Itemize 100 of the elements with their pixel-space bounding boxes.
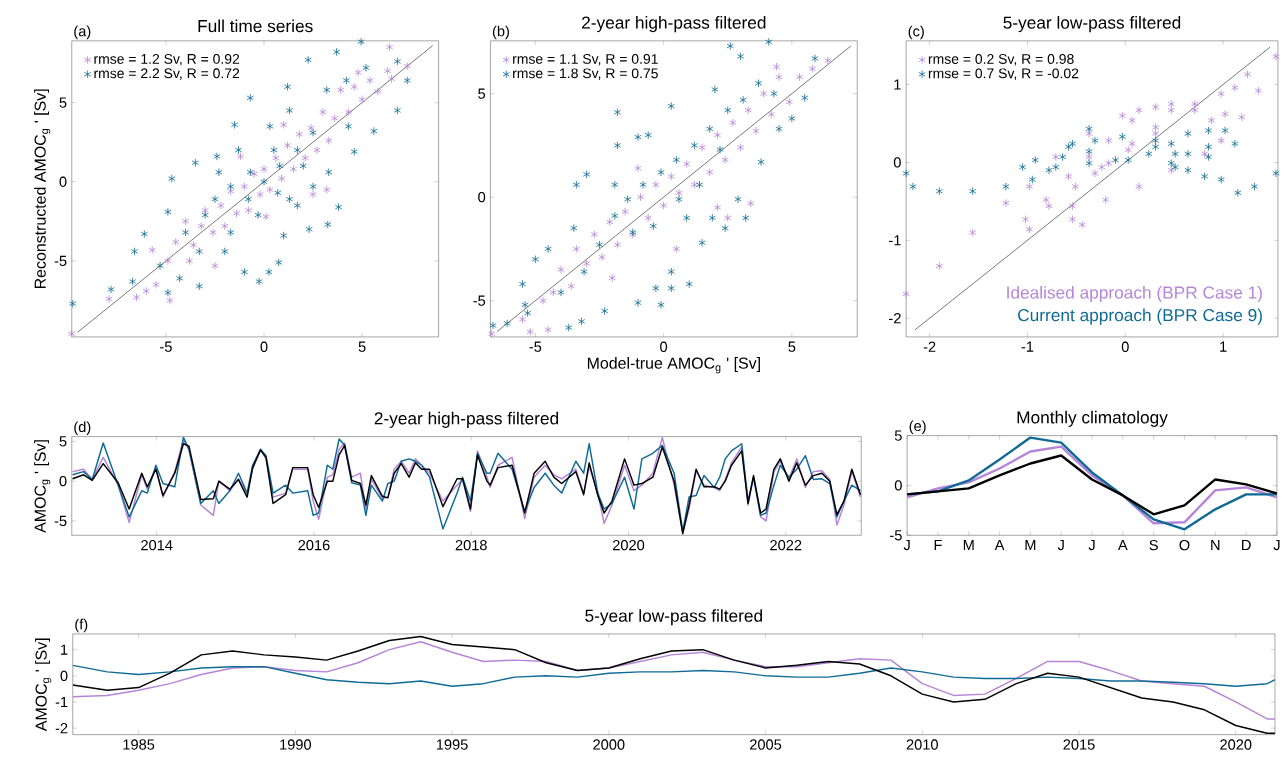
point <box>1200 172 1209 181</box>
point <box>374 87 382 96</box>
point <box>572 180 580 190</box>
x-tick-label: 2014 <box>141 540 173 551</box>
point <box>747 199 755 208</box>
y-tick-label: 5 <box>59 436 67 447</box>
point <box>902 169 910 178</box>
point <box>142 287 150 296</box>
point <box>1091 169 1099 178</box>
point <box>1064 142 1073 152</box>
point <box>1068 139 1077 149</box>
point <box>1124 146 1132 155</box>
point <box>757 158 765 167</box>
point <box>164 257 172 266</box>
x-tick-label: 2022 <box>770 540 802 551</box>
point <box>600 307 609 316</box>
point <box>1105 136 1113 145</box>
point <box>1025 225 1034 234</box>
point <box>729 118 737 127</box>
point <box>567 282 575 291</box>
point <box>608 274 616 283</box>
x-tick-label: 2020 <box>612 540 645 551</box>
legend-label: rmse = 0.2 Sv, R = 0.98 <box>928 54 1074 66</box>
point <box>319 108 327 117</box>
point <box>1068 215 1077 224</box>
point <box>1085 124 1093 134</box>
point <box>1151 136 1160 145</box>
point <box>672 245 681 254</box>
point <box>726 42 734 51</box>
point <box>1272 169 1280 178</box>
point <box>649 222 657 231</box>
line-series <box>72 664 1275 688</box>
point <box>331 114 339 123</box>
point <box>1021 215 1030 224</box>
point <box>1052 153 1060 162</box>
point <box>736 143 745 152</box>
y-tick-label: 5 <box>894 430 902 441</box>
point <box>785 98 793 107</box>
point <box>166 296 174 305</box>
x-tick-label: 2000 <box>593 739 625 750</box>
y-tick-label: 0 <box>893 157 901 168</box>
point <box>1071 182 1080 191</box>
y-tick-label: -5 <box>54 256 67 267</box>
point <box>1002 199 1010 208</box>
point <box>262 212 270 221</box>
point <box>690 180 698 190</box>
point <box>1231 83 1239 92</box>
point <box>909 182 917 191</box>
text: (a) <box>74 25 91 40</box>
point <box>1085 159 1093 168</box>
x-axis-title: Model-true AMOC$_{g}$ ' [Sv] <box>587 357 760 374</box>
point <box>1128 139 1136 149</box>
point <box>644 131 652 140</box>
point <box>549 288 557 297</box>
point <box>1002 182 1010 191</box>
point <box>667 284 675 293</box>
point <box>744 106 752 115</box>
point <box>695 180 704 190</box>
point <box>652 284 660 293</box>
point <box>1184 166 1192 175</box>
point <box>1078 220 1086 230</box>
point <box>754 79 763 88</box>
point <box>634 298 642 308</box>
x-tick-label: 2018 <box>455 540 487 551</box>
x-tick-label: N <box>1211 540 1220 551</box>
point <box>752 127 760 136</box>
point <box>1204 153 1213 162</box>
point <box>1191 106 1199 115</box>
point <box>172 238 180 247</box>
point <box>232 209 241 218</box>
point <box>323 185 331 195</box>
x-tick-label: D <box>1242 540 1251 551</box>
point <box>1098 163 1106 172</box>
legend-label: rmse = 1.2 Sv, R = 0.92 <box>94 54 240 66</box>
point <box>683 213 691 223</box>
point <box>1118 132 1126 142</box>
point <box>244 206 252 215</box>
text: (f) <box>75 618 88 633</box>
point <box>765 37 773 47</box>
point <box>935 262 944 271</box>
point <box>309 190 317 199</box>
point <box>611 211 619 221</box>
point <box>583 259 591 268</box>
point <box>1059 153 1067 162</box>
point <box>488 329 496 339</box>
point <box>280 120 288 130</box>
point <box>1145 149 1153 159</box>
point <box>289 165 298 174</box>
point <box>1221 110 1229 119</box>
point <box>1171 149 1179 159</box>
line-series <box>907 454 1277 516</box>
point <box>1128 116 1136 125</box>
point <box>1167 166 1175 175</box>
y-tick-label: 0 <box>59 476 67 487</box>
point <box>713 131 722 140</box>
x-tick-label: 5 <box>358 341 366 353</box>
point <box>236 152 245 161</box>
point <box>1085 129 1093 138</box>
y-tick-label: 0 <box>478 192 486 203</box>
point <box>240 182 249 191</box>
